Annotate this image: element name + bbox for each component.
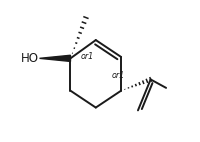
Text: or1: or1 <box>80 52 94 61</box>
Text: or1: or1 <box>111 71 124 80</box>
Text: HO: HO <box>21 52 39 65</box>
Polygon shape <box>40 55 70 61</box>
